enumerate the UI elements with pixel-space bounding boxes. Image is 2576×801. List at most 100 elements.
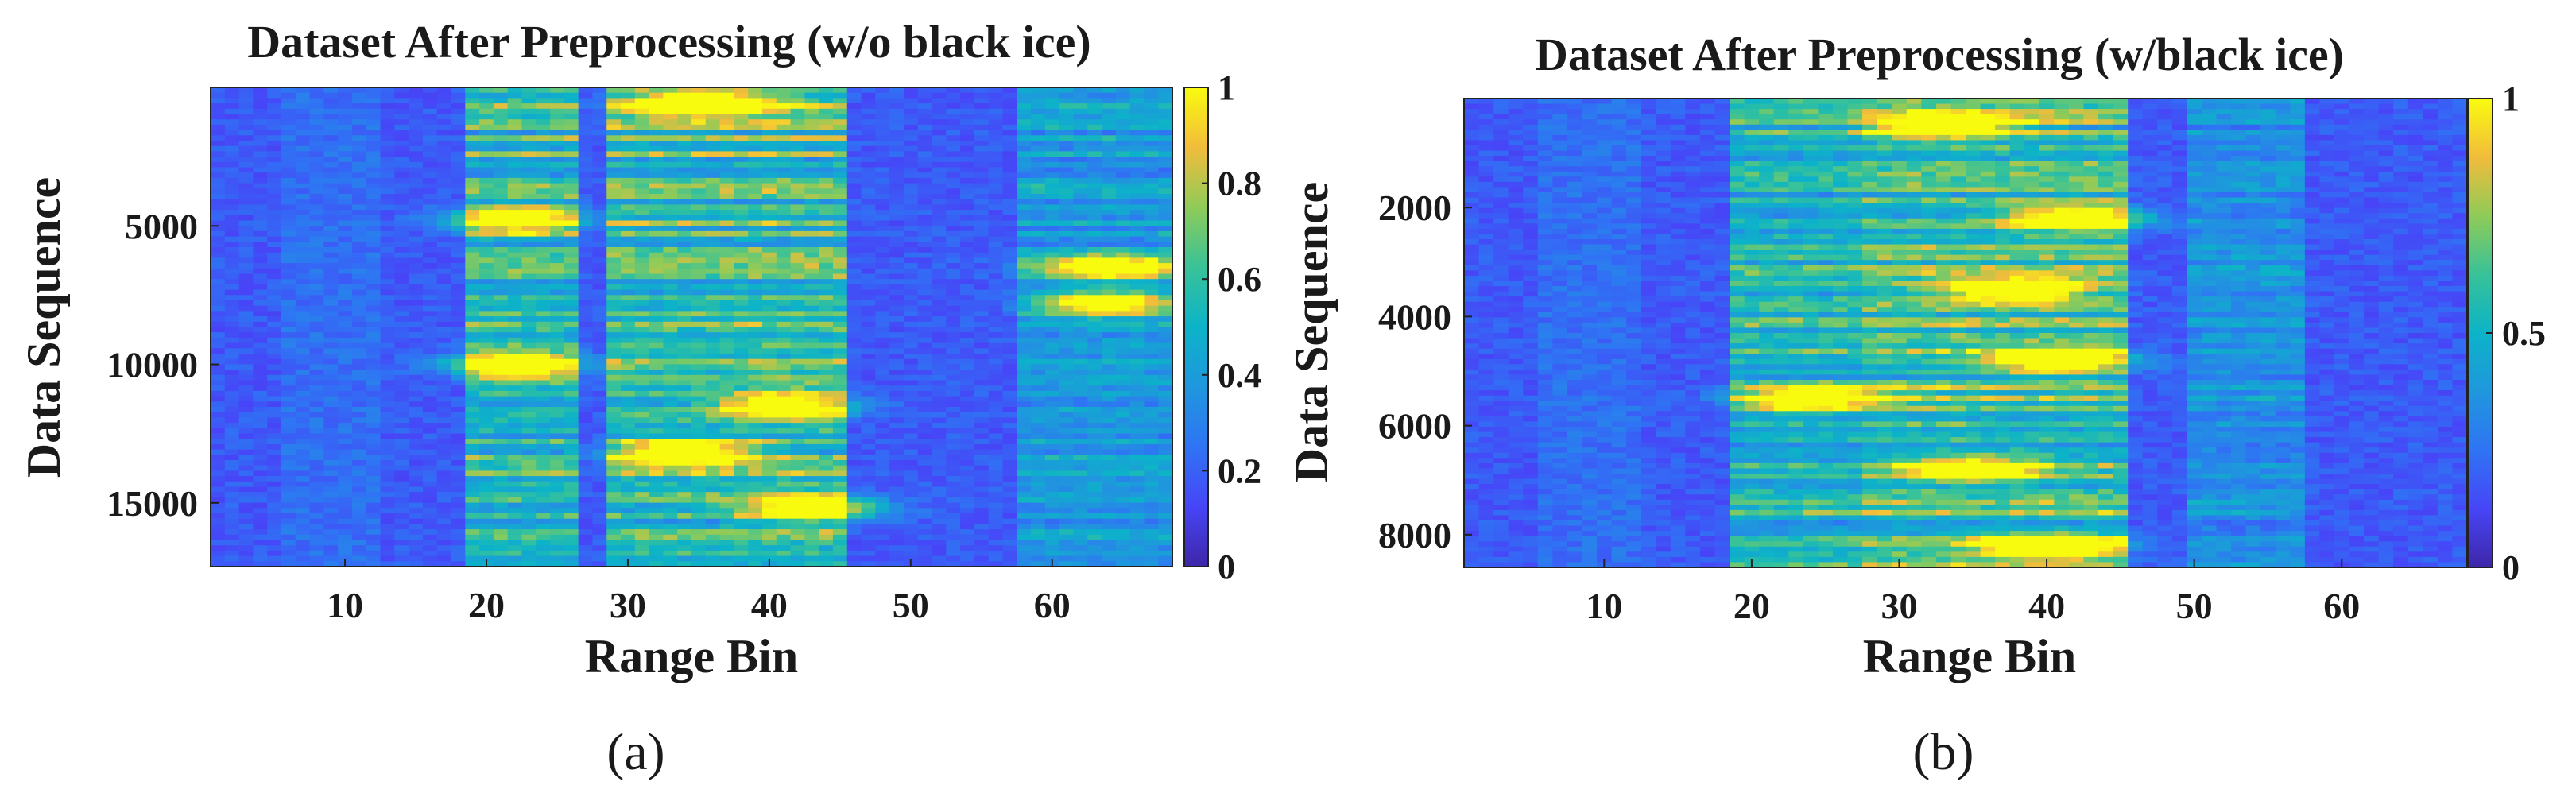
heatmap-cell xyxy=(550,114,565,120)
heatmap-cell xyxy=(394,204,409,211)
heatmap-cell xyxy=(351,103,367,110)
heatmap-cell xyxy=(281,460,296,466)
heatmap-cell xyxy=(366,172,382,179)
heatmap-cell xyxy=(932,230,947,238)
heatmap-cell xyxy=(479,183,494,189)
heatmap-cell xyxy=(224,439,240,445)
heatmap-cell xyxy=(1129,226,1145,232)
heatmap-cell xyxy=(761,354,777,360)
heatmap-cell xyxy=(634,87,650,94)
heatmap-cell xyxy=(1073,130,1088,136)
heatmap-cell xyxy=(677,417,692,424)
heatmap-cell xyxy=(761,428,777,435)
heatmap-cell xyxy=(1002,374,1017,381)
heatmap-cell xyxy=(493,242,509,248)
heatmap-cell xyxy=(1073,423,1088,429)
heatmap-cell xyxy=(211,439,226,445)
heatmap-cell xyxy=(536,443,551,451)
heatmap-cell xyxy=(351,204,367,211)
heatmap-cell xyxy=(224,151,240,157)
heatmap-cell xyxy=(663,390,678,397)
heatmap-cell xyxy=(451,428,466,435)
heatmap-cell xyxy=(338,364,353,370)
heatmap-cell xyxy=(465,199,480,205)
heatmap-cell xyxy=(521,337,537,344)
heatmap-cell xyxy=(338,145,353,152)
heatmap-cell xyxy=(309,92,324,99)
heatmap-cell xyxy=(1102,108,1117,115)
heatmap-cell xyxy=(338,412,353,418)
heatmap-cell xyxy=(634,183,650,189)
heatmap-cell xyxy=(691,374,707,381)
heatmap-cell xyxy=(734,124,749,131)
heatmap-cell xyxy=(323,194,339,200)
heatmap-cell xyxy=(1044,119,1060,126)
heatmap-cell xyxy=(394,364,409,370)
heatmap-cell xyxy=(960,87,975,94)
heatmap-cell xyxy=(819,295,834,301)
heatmap-cell xyxy=(1073,194,1088,200)
heatmap-cell xyxy=(1115,465,1131,471)
heatmap-cell xyxy=(479,390,494,397)
heatmap-cell xyxy=(1158,199,1173,205)
heatmap-cell xyxy=(366,92,382,99)
heatmap-cell xyxy=(1087,252,1102,258)
heatmap-cell xyxy=(1073,354,1088,360)
heatmap-cell xyxy=(946,449,961,455)
heatmap-cell xyxy=(436,364,452,370)
heatmap-cell xyxy=(267,167,282,173)
heatmap-cell xyxy=(253,476,268,482)
heatmap-cell xyxy=(238,172,254,179)
heatmap-cell xyxy=(691,145,707,152)
heatmap-cell xyxy=(1129,449,1145,455)
heatmap-cell xyxy=(1002,342,1017,349)
heatmap-cell xyxy=(649,226,664,232)
heatmap-cell xyxy=(1144,204,1159,211)
heatmap-cell xyxy=(309,252,324,258)
heatmap-cell xyxy=(621,141,636,147)
heatmap-cell xyxy=(761,374,777,381)
heatmap-cell xyxy=(846,247,862,253)
heatmap-cell xyxy=(719,151,734,157)
heatmap-cell xyxy=(366,465,382,471)
heatmap-cell xyxy=(380,87,395,94)
heatmap-cell xyxy=(946,257,961,264)
heatmap-cell xyxy=(465,289,480,296)
heatmap-cell xyxy=(1144,380,1159,386)
heatmap-cell xyxy=(564,167,579,173)
heatmap-cell xyxy=(1144,374,1159,381)
heatmap-cell xyxy=(578,305,594,312)
heatmap-cell xyxy=(1144,98,1159,104)
heatmap-cell xyxy=(550,417,565,424)
heatmap-cell xyxy=(790,337,805,344)
heatmap-cell xyxy=(578,428,594,435)
heatmap-cell xyxy=(323,321,339,328)
heatmap-cell xyxy=(606,476,622,482)
heatmap-cell xyxy=(1158,305,1173,312)
heatmap-cell xyxy=(338,242,353,248)
heatmap-cell xyxy=(1115,87,1131,94)
heatmap-cell xyxy=(323,141,339,147)
heatmap-cell xyxy=(224,230,240,238)
heatmap-cell xyxy=(1073,321,1088,328)
heatmap-cell xyxy=(734,305,749,312)
heatmap-cell xyxy=(224,279,240,285)
heatmap-cell xyxy=(592,465,607,471)
heatmap-cell xyxy=(578,295,594,301)
heatmap-cell xyxy=(451,433,466,439)
heatmap-cell xyxy=(932,103,947,110)
heatmap-cell xyxy=(295,87,311,94)
heatmap-cell xyxy=(804,188,819,195)
heatmap-cell xyxy=(1087,316,1102,323)
heatmap-cell xyxy=(380,230,395,238)
heatmap-cell xyxy=(465,130,480,136)
heatmap-cell xyxy=(224,332,240,339)
heatmap-cell xyxy=(946,337,961,344)
heatmap-cell xyxy=(988,177,1004,184)
heatmap-cell xyxy=(592,151,607,157)
heatmap-cell xyxy=(479,177,494,184)
heatmap-cell xyxy=(1144,396,1159,402)
heatmap-cell xyxy=(1059,417,1075,424)
heatmap-cell xyxy=(1073,210,1088,216)
heatmap-cell xyxy=(1087,92,1102,99)
